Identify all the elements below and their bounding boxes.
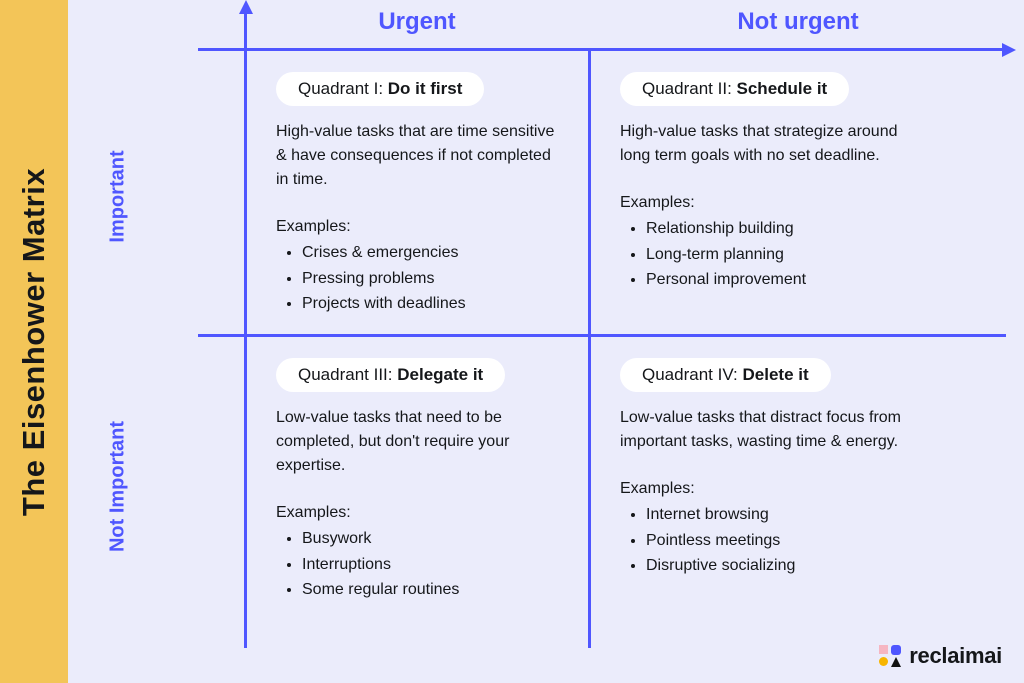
list-item: Some regular routines [302, 577, 562, 603]
quadrant-4-pill: Quadrant IV: Delete it [620, 358, 831, 392]
row-label-important: Important [107, 97, 130, 297]
quadrant-1-examples: Crises & emergencies Pressing problems P… [276, 240, 562, 317]
quadrant-2-pill: Quadrant II: Schedule it [620, 72, 849, 106]
side-band: The Eisenhower Matrix [0, 0, 68, 683]
quadrant-3-description: Low-value tasks that need to be complete… [276, 406, 562, 478]
brand: reclaimai [879, 643, 1002, 669]
quadrant-4-action: Delete it [743, 365, 809, 384]
list-item: Personal improvement [646, 267, 980, 293]
quadrant-1: Quadrant I: Do it first High-value tasks… [246, 50, 588, 334]
list-item: Projects with deadlines [302, 291, 562, 317]
quadrant-1-examples-label: Examples: [276, 218, 562, 236]
quadrant-4-prefix: Quadrant IV [642, 365, 733, 384]
quadrant-2-examples: Relationship building Long-term planning… [620, 216, 980, 293]
row-label-not-important: Not Important [107, 387, 130, 587]
column-header-not-urgent: Not urgent [590, 8, 1006, 36]
quadrant-4: Quadrant IV: Delete it Low-value tasks t… [590, 336, 1006, 620]
list-item: Long-term planning [646, 242, 980, 268]
brand-name: reclaimai [909, 643, 1002, 669]
quadrant-3-action: Delegate it [397, 365, 483, 384]
list-item: Relationship building [646, 216, 980, 242]
quadrant-4-description: Low-value tasks that distract focus from… [620, 406, 910, 454]
quadrant-4-examples: Internet browsing Pointless meetings Dis… [620, 502, 980, 579]
list-item: Pressing problems [302, 266, 562, 292]
list-item: Pointless meetings [646, 528, 980, 554]
quadrant-3-examples: Busywork Interruptions Some regular rout… [276, 526, 562, 603]
quadrant-1-prefix: Quadrant I [298, 79, 378, 98]
matrix-canvas: Urgent Not urgent Important Not Importan… [68, 0, 1024, 683]
quadrant-3-pill: Quadrant III: Delegate it [276, 358, 505, 392]
quadrant-2: Quadrant II: Schedule it High-value task… [590, 50, 1006, 334]
quadrant-3-examples-label: Examples: [276, 504, 562, 522]
list-item: Disruptive socializing [646, 553, 980, 579]
column-header-urgent: Urgent [246, 8, 588, 36]
quadrant-1-action: Do it first [388, 79, 463, 98]
page-title: The Eisenhower Matrix [16, 167, 52, 515]
y-axis-arrow-icon [239, 0, 253, 14]
list-item: Busywork [302, 526, 562, 552]
quadrant-1-description: High-value tasks that are time sensitive… [276, 120, 562, 192]
list-item: Crises & emergencies [302, 240, 562, 266]
list-item: Interruptions [302, 552, 562, 578]
quadrant-1-pill: Quadrant I: Do it first [276, 72, 484, 106]
brand-logo-icon [879, 645, 901, 667]
quadrant-4-examples-label: Examples: [620, 480, 980, 498]
quadrant-2-prefix: Quadrant II [642, 79, 727, 98]
quadrant-2-action: Schedule it [737, 79, 828, 98]
quadrant-3: Quadrant III: Delegate it Low-value task… [246, 336, 588, 620]
quadrant-2-description: High-value tasks that strategize around … [620, 120, 910, 168]
quadrant-2-examples-label: Examples: [620, 194, 980, 212]
list-item: Internet browsing [646, 502, 980, 528]
quadrant-3-prefix: Quadrant III [298, 365, 388, 384]
